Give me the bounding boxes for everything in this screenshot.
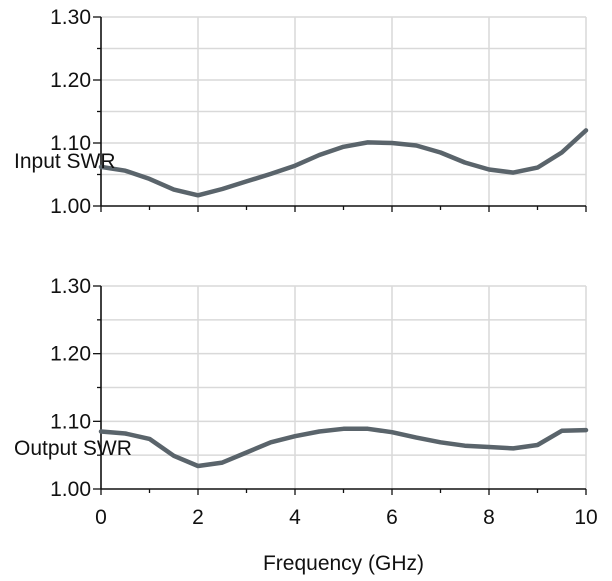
panel2-x-tick-label: 4 [289,506,301,529]
panel2-x-tick-label: 0 [95,506,107,529]
panel2-series-line [98,426,589,469]
x-axis-title: Frequency (GHz) [263,552,424,575]
panel2-y-tick-label: 1.10 [50,410,91,433]
panel2-x-tick-label: 10 [574,506,597,529]
panel2-x-tick-label: 8 [483,506,495,529]
panel1-series-line [98,128,589,198]
panel1-y-tick-label: 1.20 [50,69,91,92]
panel1-y-tick-label: 1.10 [50,132,91,155]
panel2-y-tick-label: 1.20 [50,343,91,366]
panel1-y-tick-label: 1.00 [50,195,91,218]
panel1-series-label: Input SWR [14,150,116,173]
panel2-x-tick-label: 2 [192,506,204,529]
panel1-y-tick-label: 1.30 [50,6,91,29]
panel2-y-tick-label: 1.30 [50,275,91,298]
panel2-y-tick-label: 1.00 [50,478,91,501]
panel2-series-label: Output SWR [14,437,132,460]
panel2-x-tick-label: 6 [386,506,398,529]
